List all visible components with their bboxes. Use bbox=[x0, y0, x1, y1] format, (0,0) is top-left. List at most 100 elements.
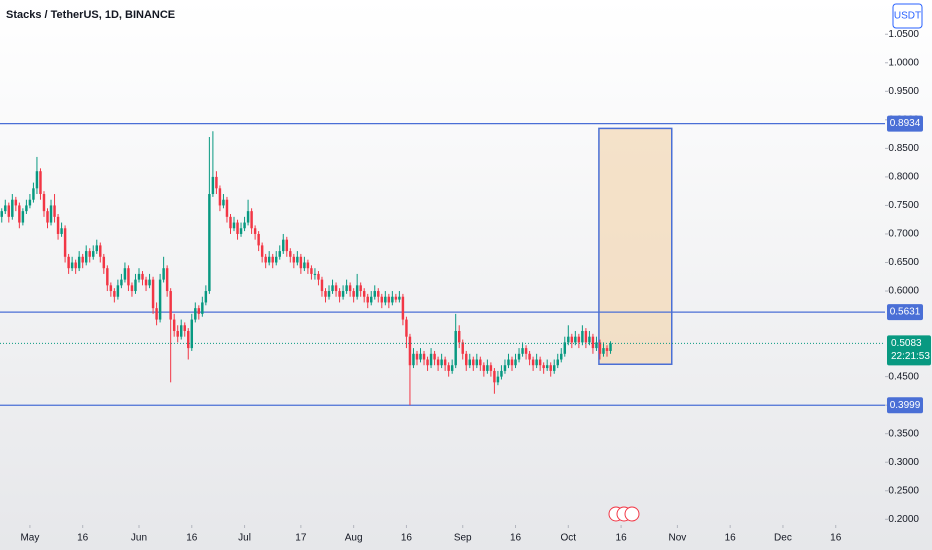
candle-body bbox=[169, 291, 172, 320]
candle-body bbox=[387, 296, 391, 303]
candle-body bbox=[53, 205, 56, 217]
candle-body bbox=[116, 285, 120, 297]
candle-body bbox=[531, 359, 535, 366]
currency-label[interactable]: USDT bbox=[894, 11, 921, 22]
candle-body bbox=[99, 245, 102, 257]
candle-body bbox=[500, 370, 503, 377]
candle-body bbox=[405, 319, 408, 337]
candle-body bbox=[120, 279, 123, 286]
candle-body bbox=[303, 262, 306, 269]
candle-body bbox=[313, 273, 317, 275]
candle-body bbox=[190, 319, 194, 349]
candle-body bbox=[0, 211, 3, 217]
candle-body bbox=[598, 342, 602, 354]
last-price-label: 0.5083 bbox=[891, 338, 922, 349]
candle-body bbox=[556, 359, 559, 366]
plot-area bbox=[0, 123, 885, 406]
candle-body bbox=[151, 279, 155, 309]
candle-body bbox=[415, 353, 419, 360]
candle-body bbox=[204, 291, 208, 303]
candle-body bbox=[144, 279, 148, 286]
candle-body bbox=[296, 256, 299, 263]
candle-body bbox=[35, 171, 39, 189]
candle-body bbox=[155, 308, 158, 320]
x-tick-label: Jun bbox=[131, 533, 147, 544]
candle-body bbox=[443, 359, 447, 366]
candle-body bbox=[348, 285, 352, 292]
candle-body bbox=[109, 285, 113, 292]
candle-body bbox=[338, 291, 341, 297]
y-tick-label: 0.4500 bbox=[888, 371, 919, 382]
candle-body bbox=[70, 262, 74, 269]
x-tick-label: Nov bbox=[668, 533, 686, 544]
candle-body bbox=[489, 365, 493, 371]
candle-body bbox=[538, 359, 542, 366]
candle-body bbox=[549, 365, 552, 371]
countdown: 22:21:53 bbox=[891, 351, 930, 362]
candle-body bbox=[355, 285, 359, 297]
currency-button[interactable] bbox=[892, 3, 923, 29]
candle-body bbox=[257, 233, 260, 246]
candle-body bbox=[447, 365, 450, 371]
candle-body bbox=[14, 199, 18, 206]
y-tick-label: 1.0000 bbox=[888, 57, 919, 68]
candle-body bbox=[197, 308, 201, 314]
y-tick-label: 0.2500 bbox=[888, 485, 919, 496]
candle-body bbox=[412, 353, 415, 366]
candle-body bbox=[201, 302, 204, 314]
candle-body bbox=[106, 268, 109, 286]
candle-body bbox=[461, 342, 464, 354]
event-icons bbox=[608, 506, 640, 522]
candle-body bbox=[429, 353, 433, 366]
x-tick-label: 16 bbox=[77, 533, 89, 544]
candle-body bbox=[88, 251, 91, 257]
candle-body bbox=[260, 245, 264, 257]
candle-body bbox=[158, 279, 162, 320]
candle-body bbox=[408, 336, 412, 366]
candle-body bbox=[370, 296, 373, 303]
x-tick-label: Aug bbox=[345, 533, 363, 544]
candle-body bbox=[18, 205, 21, 223]
candle-body bbox=[472, 359, 475, 366]
candle-body bbox=[563, 342, 567, 354]
candle-body bbox=[479, 359, 482, 366]
candle-body bbox=[577, 336, 581, 343]
candle-body bbox=[49, 205, 53, 223]
candle-body bbox=[92, 251, 95, 257]
candle-body bbox=[331, 285, 334, 292]
candle-body bbox=[320, 279, 324, 292]
candle-body bbox=[271, 256, 274, 263]
y-tick-label: 0.7500 bbox=[888, 200, 919, 211]
candle-body bbox=[285, 239, 289, 252]
candle-body bbox=[253, 228, 257, 234]
candle-body bbox=[545, 365, 549, 369]
candle-body bbox=[334, 285, 338, 292]
y-tick-label: 0.2000 bbox=[888, 514, 919, 525]
candle-body bbox=[222, 199, 225, 206]
candle-body bbox=[63, 228, 67, 257]
candle-body bbox=[384, 296, 387, 303]
candle-body bbox=[380, 296, 384, 303]
candle-body bbox=[239, 228, 243, 234]
candle-body bbox=[165, 268, 169, 292]
y-tick-label: 0.6000 bbox=[888, 286, 919, 297]
candle-body bbox=[172, 319, 176, 331]
candle-body bbox=[574, 336, 577, 343]
candle-body bbox=[148, 279, 151, 286]
candle-body bbox=[605, 348, 609, 351]
y-tick-label: 0.8000 bbox=[888, 172, 919, 183]
candle-body bbox=[454, 330, 457, 366]
y-tick-label: 0.9500 bbox=[888, 86, 919, 97]
candle-body bbox=[25, 205, 28, 212]
candle-body bbox=[496, 376, 500, 383]
x-tick-label: Sep bbox=[454, 533, 472, 544]
candle-body bbox=[419, 353, 422, 360]
candle-body bbox=[560, 353, 563, 360]
level-label: 0.5631 bbox=[890, 307, 921, 318]
candle-body bbox=[179, 325, 183, 337]
x-tick-label: 16 bbox=[616, 533, 628, 544]
candle-body bbox=[215, 176, 218, 189]
candle-body bbox=[32, 188, 35, 200]
level-tag bbox=[887, 397, 923, 414]
